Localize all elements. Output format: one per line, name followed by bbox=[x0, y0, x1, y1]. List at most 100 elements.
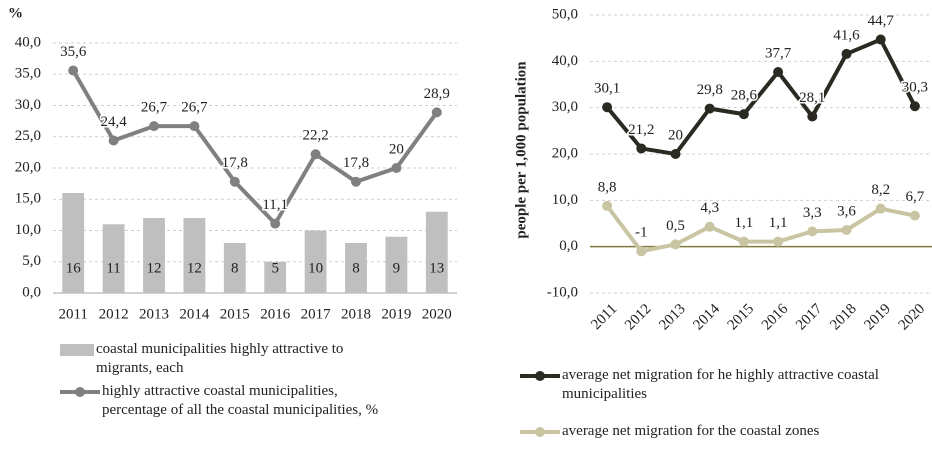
bar bbox=[102, 224, 125, 293]
y-tick-label: 10,0 bbox=[552, 192, 578, 208]
value-label: 8,8 bbox=[598, 179, 617, 195]
y-tick-label: 20,0 bbox=[552, 145, 578, 161]
value-label: 22,2 bbox=[302, 128, 328, 144]
y-tick-label: 35,0 bbox=[15, 66, 41, 82]
bar-value-label: 8 bbox=[352, 260, 360, 276]
y-tick-label: 25,0 bbox=[15, 128, 41, 144]
legend-marker bbox=[535, 427, 545, 437]
marker bbox=[807, 111, 818, 122]
y-tick-label: 15,0 bbox=[15, 191, 41, 207]
x-tick-label: 2017 bbox=[793, 301, 826, 334]
bar-value-label: 13 bbox=[429, 260, 444, 276]
bar-value-label: 12 bbox=[147, 260, 162, 276]
value-label: 3,6 bbox=[837, 203, 856, 219]
x-tick-label: 2019 bbox=[381, 306, 411, 322]
marker bbox=[310, 149, 321, 160]
value-label: -1 bbox=[635, 225, 648, 241]
legend-entry: average net migration for he highly attr… bbox=[520, 366, 920, 404]
marker bbox=[602, 200, 613, 211]
x-tick-label: 2017 bbox=[301, 306, 332, 322]
value-label: 11,1 bbox=[262, 197, 288, 213]
legend-label: average net migration for the coastal zo… bbox=[562, 423, 820, 439]
value-label: 29,8 bbox=[697, 82, 723, 98]
bar bbox=[304, 230, 327, 293]
bar-value-label: 5 bbox=[271, 260, 279, 276]
marker bbox=[391, 163, 402, 173]
legend-label: coastal municipalities highly attractive… bbox=[96, 341, 344, 376]
marker bbox=[704, 103, 715, 114]
value-label: 26,7 bbox=[141, 100, 168, 116]
value-label: 37,7 bbox=[765, 45, 792, 61]
marker bbox=[807, 226, 818, 237]
x-tick-label: 2014 bbox=[179, 306, 210, 322]
marker bbox=[108, 135, 119, 146]
marker bbox=[738, 109, 749, 120]
y-tick-label: 10,0 bbox=[15, 222, 41, 238]
x-tick-label: 2011 bbox=[588, 301, 620, 333]
bar-value-label: 9 bbox=[393, 260, 401, 276]
value-label: 17,8 bbox=[222, 155, 248, 171]
value-label: 28,6 bbox=[731, 88, 758, 104]
y-axis-label: people per 1,000 population bbox=[513, 61, 529, 239]
page: {"chart_data": [ {"type": "combo", "y_la… bbox=[8, 5, 932, 439]
x-tick-label: 2016 bbox=[759, 301, 792, 334]
x-tick-label: 2014 bbox=[690, 301, 723, 334]
value-label: 20 bbox=[668, 127, 683, 143]
marker bbox=[270, 218, 281, 229]
bar-value-label: 10 bbox=[308, 260, 323, 276]
value-label: 44,7 bbox=[868, 13, 895, 29]
x-tick-label: 2019 bbox=[861, 301, 894, 334]
y-tick-label: 0,0 bbox=[559, 238, 578, 254]
y-tick-label: 5,0 bbox=[22, 253, 41, 269]
bar bbox=[62, 193, 85, 293]
legend-entry: highly attractive coastal municipalities… bbox=[60, 382, 390, 420]
legend-entry: coastal municipalities highly attractive… bbox=[60, 340, 390, 378]
legend-bar bbox=[60, 344, 94, 356]
value-label: 30,3 bbox=[902, 80, 928, 96]
x-tick-label: 2012 bbox=[99, 306, 129, 322]
value-label: 35,6 bbox=[60, 44, 87, 60]
marker bbox=[875, 203, 886, 214]
marker bbox=[704, 221, 715, 232]
legend-swatch bbox=[60, 344, 94, 356]
legend: coastal municipalities highly attractive… bbox=[60, 340, 390, 424]
x-tick-label: 2013 bbox=[139, 306, 169, 322]
value-label: 41,6 bbox=[833, 27, 860, 43]
y-tick-label: -10,0 bbox=[547, 284, 578, 300]
marker bbox=[670, 239, 681, 250]
marker bbox=[841, 224, 852, 235]
value-label: 6,7 bbox=[906, 189, 925, 205]
legend-marker bbox=[75, 387, 85, 397]
marker bbox=[909, 101, 920, 112]
marker bbox=[68, 65, 79, 76]
bar bbox=[345, 243, 367, 293]
value-label: 8,2 bbox=[871, 182, 890, 198]
value-label: 17,8 bbox=[343, 155, 369, 171]
legend: average net migration for he highly attr… bbox=[520, 366, 920, 459]
line bbox=[71, 69, 439, 227]
y-tick-label: 30,0 bbox=[15, 97, 41, 113]
legend-label: average net migration for he highly attr… bbox=[562, 367, 879, 402]
value-label: 0,5 bbox=[666, 218, 685, 234]
bar-value-label: 16 bbox=[66, 260, 82, 276]
y-axis-label: % bbox=[8, 5, 23, 21]
value-label: 28,1 bbox=[799, 90, 825, 106]
y-tick-label: 0,0 bbox=[22, 284, 41, 300]
value-label: 4,3 bbox=[700, 200, 719, 216]
marker bbox=[875, 34, 886, 45]
marker bbox=[738, 236, 749, 247]
marker bbox=[636, 143, 647, 154]
legend-marker bbox=[535, 371, 545, 381]
legend-swatch bbox=[520, 371, 560, 381]
y-tick-label: 50,0 bbox=[552, 6, 578, 22]
bar-value-label: 11 bbox=[106, 260, 120, 276]
y-tick-label: 40,0 bbox=[552, 53, 578, 69]
bar bbox=[223, 243, 246, 293]
bar-value-label: 8 bbox=[231, 260, 239, 276]
bar bbox=[143, 218, 165, 293]
bar bbox=[264, 261, 287, 293]
x-tick-label: 2020 bbox=[896, 301, 929, 334]
line bbox=[605, 204, 916, 254]
marker bbox=[431, 107, 442, 118]
legend-entry: average net migration for the coastal zo… bbox=[520, 422, 920, 441]
